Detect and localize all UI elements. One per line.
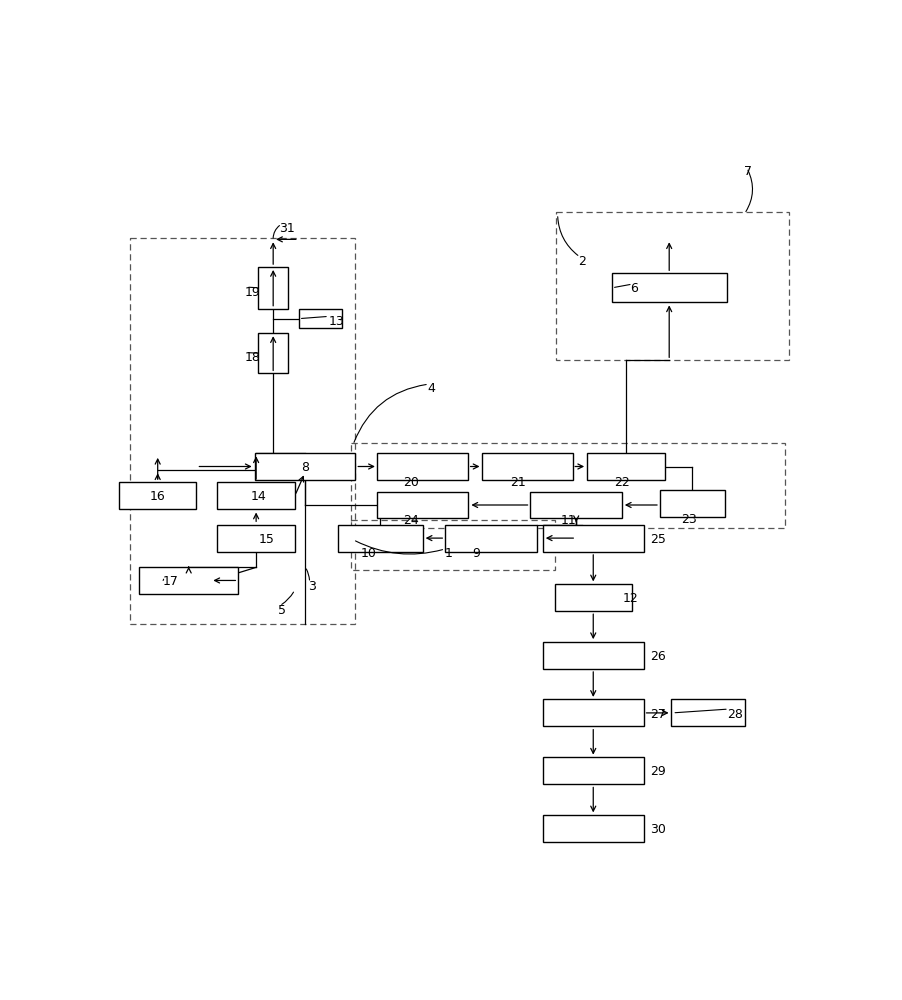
Text: 29: 29: [649, 765, 666, 778]
Text: 20: 20: [403, 476, 419, 489]
Text: 14: 14: [251, 490, 266, 503]
Text: 8: 8: [301, 461, 309, 474]
Bar: [659, 490, 725, 517]
Bar: [337, 525, 423, 552]
Bar: [543, 699, 644, 726]
Text: 30: 30: [649, 823, 666, 836]
Text: 9: 9: [473, 547, 480, 560]
Text: 23: 23: [681, 513, 696, 526]
Text: 19: 19: [244, 286, 261, 299]
Text: 25: 25: [649, 533, 666, 546]
Text: 22: 22: [614, 476, 630, 489]
Text: 17: 17: [163, 575, 179, 588]
Text: 16: 16: [150, 490, 166, 503]
Bar: [352, 520, 555, 570]
Bar: [530, 492, 621, 518]
Bar: [543, 815, 644, 842]
Bar: [259, 267, 288, 309]
Text: 18: 18: [244, 351, 261, 364]
Text: 13: 13: [328, 315, 344, 328]
Text: 4: 4: [428, 382, 436, 395]
Text: 11: 11: [561, 514, 576, 527]
Text: 2: 2: [578, 255, 585, 268]
Text: 12: 12: [622, 592, 639, 605]
Bar: [259, 333, 288, 373]
Bar: [377, 492, 468, 518]
Bar: [543, 642, 644, 669]
Bar: [139, 567, 238, 594]
Text: 1: 1: [445, 547, 452, 560]
Bar: [254, 453, 355, 480]
Bar: [482, 453, 573, 480]
Bar: [587, 453, 665, 480]
Bar: [299, 309, 342, 328]
Bar: [543, 757, 644, 784]
Bar: [217, 482, 295, 509]
Bar: [543, 525, 644, 552]
Bar: [130, 238, 354, 624]
Bar: [119, 482, 197, 509]
Bar: [446, 525, 537, 552]
Text: 7: 7: [744, 165, 752, 178]
Text: 3: 3: [308, 580, 316, 593]
Text: 10: 10: [361, 547, 377, 560]
Bar: [377, 453, 468, 480]
Text: 5: 5: [278, 604, 286, 617]
Bar: [555, 584, 632, 611]
Text: 21: 21: [511, 476, 526, 489]
Text: 27: 27: [649, 708, 666, 721]
Text: 15: 15: [259, 533, 274, 546]
Bar: [217, 525, 295, 552]
Bar: [352, 443, 786, 528]
Text: 6: 6: [630, 282, 639, 295]
Bar: [671, 699, 745, 726]
Text: 26: 26: [649, 650, 666, 663]
Bar: [556, 212, 789, 360]
Text: 24: 24: [403, 514, 419, 527]
Text: 28: 28: [727, 708, 743, 721]
Bar: [612, 273, 726, 302]
Text: 31: 31: [280, 222, 295, 235]
